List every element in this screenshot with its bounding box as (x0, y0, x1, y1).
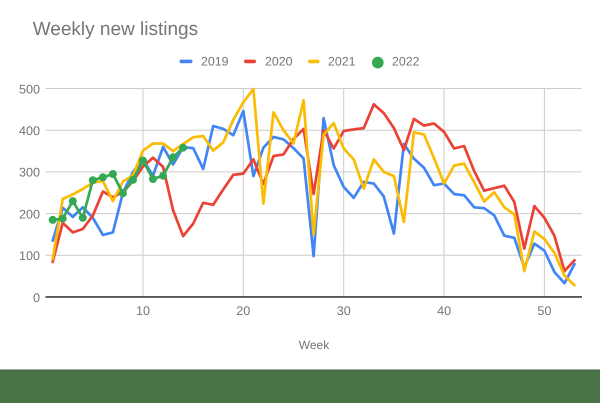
svg-text:40: 40 (437, 304, 451, 318)
svg-text:20: 20 (236, 304, 250, 318)
svg-text:2021: 2021 (328, 55, 356, 69)
svg-text:100: 100 (19, 249, 40, 263)
svg-text:300: 300 (19, 166, 40, 180)
svg-text:400: 400 (19, 124, 40, 138)
svg-text:2019: 2019 (201, 55, 229, 69)
svg-text:2022: 2022 (392, 55, 420, 69)
svg-text:Week: Week (299, 338, 330, 352)
svg-text:2020: 2020 (265, 55, 293, 69)
svg-text:10: 10 (136, 304, 150, 318)
svg-text:500: 500 (19, 82, 40, 96)
svg-text:30: 30 (337, 304, 351, 318)
svg-text:0: 0 (33, 291, 40, 305)
svg-text:200: 200 (19, 207, 40, 221)
svg-text:Weekly new listings: Weekly new listings (33, 19, 198, 40)
svg-text:50: 50 (537, 304, 551, 318)
